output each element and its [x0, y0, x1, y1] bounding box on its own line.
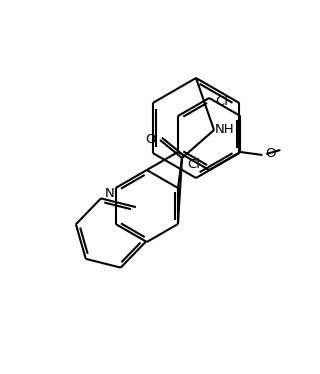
Text: O: O: [146, 132, 156, 145]
Text: Cl: Cl: [215, 95, 228, 107]
Text: O: O: [265, 147, 276, 159]
Text: NH: NH: [215, 123, 235, 135]
Text: Cl: Cl: [188, 157, 201, 171]
Text: N: N: [105, 187, 115, 199]
